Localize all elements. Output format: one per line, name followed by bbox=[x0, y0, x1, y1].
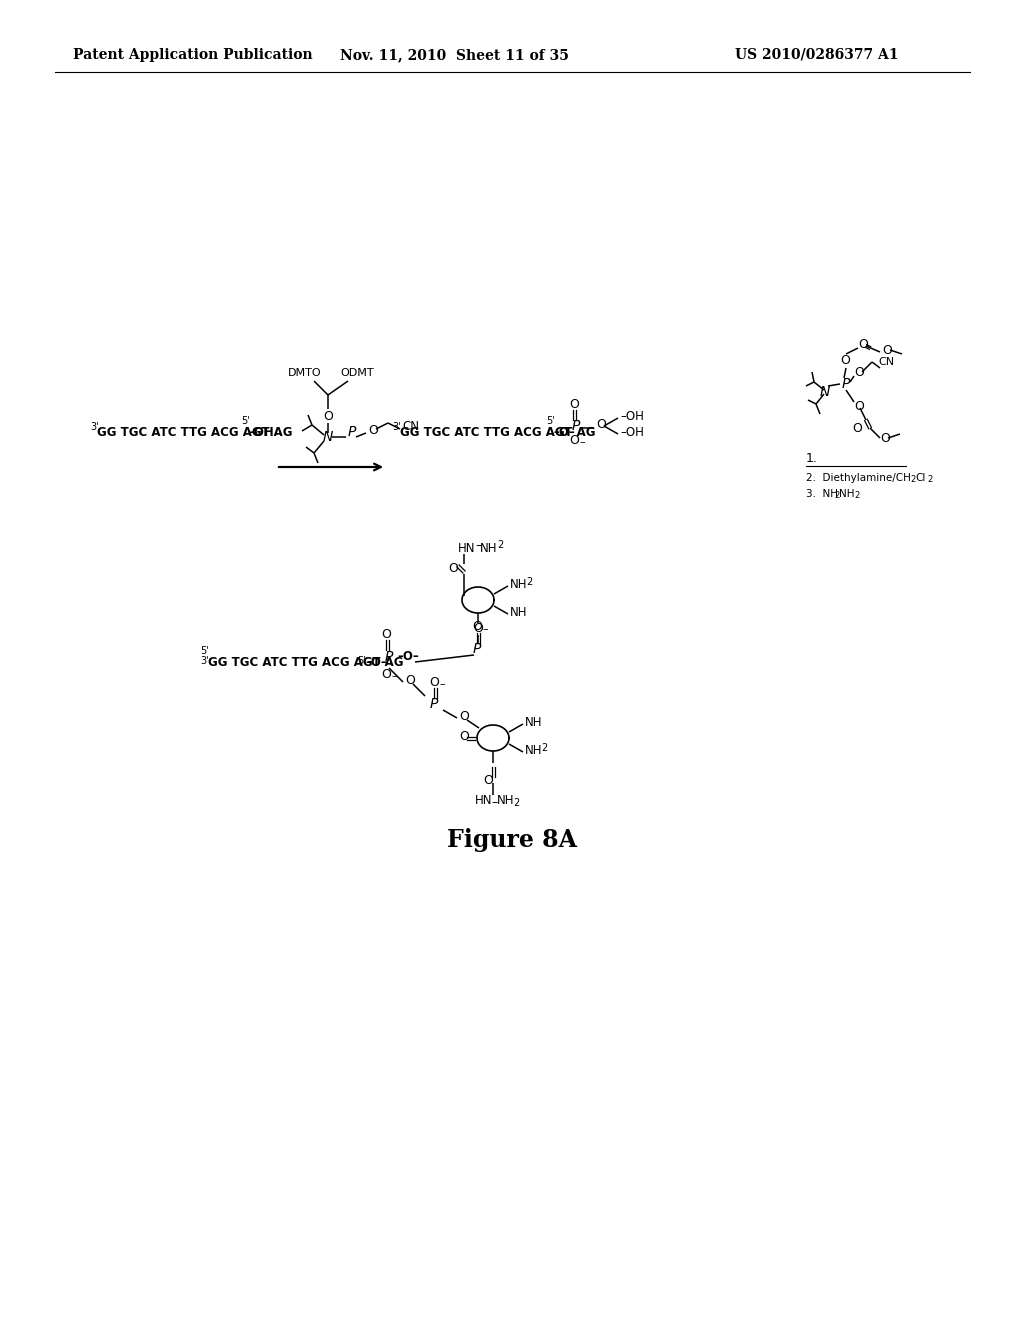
Text: –OH: –OH bbox=[620, 409, 644, 422]
Text: 2.  Diethylamine/CH: 2. Diethylamine/CH bbox=[806, 473, 911, 483]
Text: O: O bbox=[880, 432, 890, 445]
Text: N: N bbox=[820, 385, 830, 399]
Text: O: O bbox=[840, 354, 850, 367]
Text: O: O bbox=[483, 775, 493, 788]
Text: –OH: –OH bbox=[620, 425, 644, 438]
Text: 5': 5' bbox=[241, 416, 250, 426]
Text: O: O bbox=[472, 620, 482, 634]
Text: 2: 2 bbox=[910, 475, 915, 484]
Text: O: O bbox=[429, 676, 439, 689]
Text: O: O bbox=[449, 561, 458, 574]
Text: DMTO: DMTO bbox=[288, 368, 322, 378]
Text: 3.  NH: 3. NH bbox=[806, 488, 838, 499]
Text: O: O bbox=[569, 399, 579, 412]
Text: –O–: –O– bbox=[365, 656, 387, 668]
Text: NH: NH bbox=[525, 715, 543, 729]
Text: O: O bbox=[596, 418, 606, 432]
Text: 2: 2 bbox=[513, 799, 519, 808]
Text: P: P bbox=[842, 378, 850, 391]
Text: 2: 2 bbox=[834, 491, 840, 500]
Text: P: P bbox=[430, 697, 438, 711]
Text: HN: HN bbox=[475, 795, 493, 808]
Text: O: O bbox=[381, 627, 391, 640]
Text: 2: 2 bbox=[541, 743, 547, 752]
Text: 2: 2 bbox=[497, 540, 503, 550]
Text: 5': 5' bbox=[546, 416, 555, 426]
Text: 3': 3' bbox=[392, 422, 400, 432]
Text: 2: 2 bbox=[526, 577, 532, 587]
Text: –O–: –O– bbox=[397, 651, 419, 664]
Text: –O–: –O– bbox=[553, 425, 574, 438]
Text: O: O bbox=[368, 424, 378, 437]
Text: NH: NH bbox=[839, 488, 854, 499]
Text: O: O bbox=[473, 623, 483, 635]
Text: 1.: 1. bbox=[806, 451, 818, 465]
Text: NH: NH bbox=[510, 578, 527, 590]
Text: –: – bbox=[490, 796, 498, 809]
Text: 5': 5' bbox=[200, 645, 209, 656]
Text: –: – bbox=[482, 624, 487, 634]
Text: –: – bbox=[579, 437, 585, 447]
Text: O: O bbox=[323, 411, 333, 424]
Text: 3': 3' bbox=[90, 422, 98, 432]
Text: O: O bbox=[854, 400, 864, 412]
Text: O: O bbox=[852, 421, 862, 434]
Text: NH: NH bbox=[497, 795, 514, 808]
Text: –: – bbox=[391, 671, 396, 681]
Text: Cl: Cl bbox=[915, 473, 926, 483]
Text: Figure 8A: Figure 8A bbox=[447, 828, 577, 851]
Text: P: P bbox=[473, 642, 481, 656]
Text: P: P bbox=[385, 649, 393, 664]
Text: NH: NH bbox=[510, 606, 527, 619]
Text: O: O bbox=[858, 338, 868, 351]
Text: –OH: –OH bbox=[248, 425, 273, 438]
Text: N: N bbox=[323, 430, 334, 444]
Text: O: O bbox=[569, 433, 579, 446]
Text: 2: 2 bbox=[854, 491, 859, 500]
Text: Nov. 11, 2010  Sheet 11 of 35: Nov. 11, 2010 Sheet 11 of 35 bbox=[340, 48, 569, 62]
Text: CN: CN bbox=[878, 356, 894, 367]
Text: O: O bbox=[459, 730, 469, 742]
Text: GG TGC ATC TTG ACG AGT AG: GG TGC ATC TTG ACG AGT AG bbox=[400, 425, 596, 438]
Text: P: P bbox=[572, 418, 581, 433]
Text: P: P bbox=[348, 425, 356, 440]
Text: US 2010/0286377 A1: US 2010/0286377 A1 bbox=[735, 48, 898, 62]
Text: Patent Application Publication: Patent Application Publication bbox=[73, 48, 312, 62]
Text: O: O bbox=[459, 710, 469, 722]
Text: –: – bbox=[475, 540, 481, 553]
Text: O: O bbox=[406, 673, 415, 686]
Text: O: O bbox=[381, 668, 391, 681]
Text: O: O bbox=[882, 343, 892, 356]
Text: 3': 3' bbox=[200, 656, 209, 667]
Text: NH: NH bbox=[525, 743, 543, 756]
Text: ODMT: ODMT bbox=[340, 368, 374, 378]
Text: NH: NH bbox=[480, 541, 498, 554]
Text: HN: HN bbox=[458, 541, 475, 554]
Text: 5': 5' bbox=[357, 656, 366, 667]
Text: –: – bbox=[439, 678, 444, 689]
Text: CN: CN bbox=[402, 421, 419, 433]
Text: GG TGC ATC TTG ACG AGT AG: GG TGC ATC TTG ACG AGT AG bbox=[208, 656, 403, 668]
Text: O: O bbox=[854, 366, 864, 379]
Text: 2: 2 bbox=[927, 475, 932, 484]
Text: GG TGC ATC TTG ACG AGT AG: GG TGC ATC TTG ACG AGT AG bbox=[97, 425, 293, 438]
